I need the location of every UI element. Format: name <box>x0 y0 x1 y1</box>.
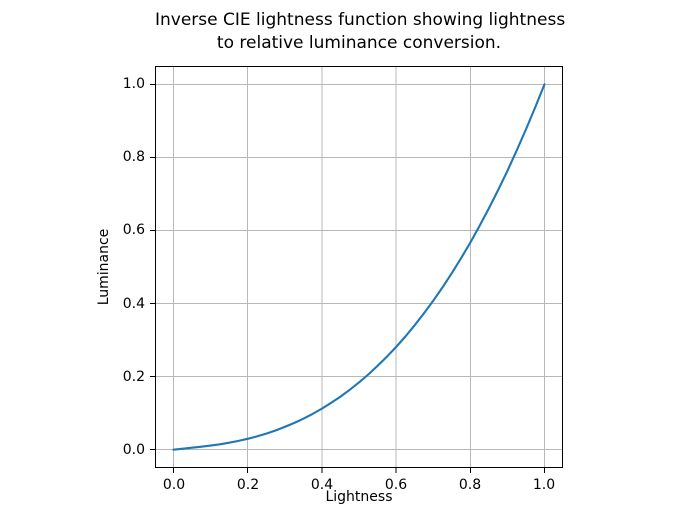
series-line-inverse-cie-lightness <box>172 83 546 451</box>
y-tick-label: 0.8 <box>122 149 145 165</box>
x-axis-label: Lightness <box>325 489 393 505</box>
x-tick-label: 0.8 <box>458 477 482 493</box>
y-tick-label: 0.0 <box>122 442 145 458</box>
y-tick-label: 0.4 <box>122 296 145 312</box>
axes-spines <box>155 66 563 468</box>
x-tick-label: 1.0 <box>532 477 556 493</box>
y-tick-label: 1.0 <box>122 76 145 92</box>
chart-title-line-1: Inverse CIE lightness function showing l… <box>155 10 566 30</box>
y-tick-label: 0.6 <box>122 222 145 238</box>
x-tick-label: 0.4 <box>310 477 334 493</box>
y-tick-label: 0.2 <box>122 369 145 385</box>
y-axis-label: Luminance <box>96 228 112 306</box>
x-tick-label: 0.0 <box>162 477 186 493</box>
chart-title-line-2: to relative luminance conversion. <box>216 32 502 53</box>
chart-title: Inverse CIE lightness function showing l… <box>155 9 566 54</box>
x-tick-label: 0.6 <box>384 477 408 493</box>
x-tick-label: 0.2 <box>236 477 260 493</box>
